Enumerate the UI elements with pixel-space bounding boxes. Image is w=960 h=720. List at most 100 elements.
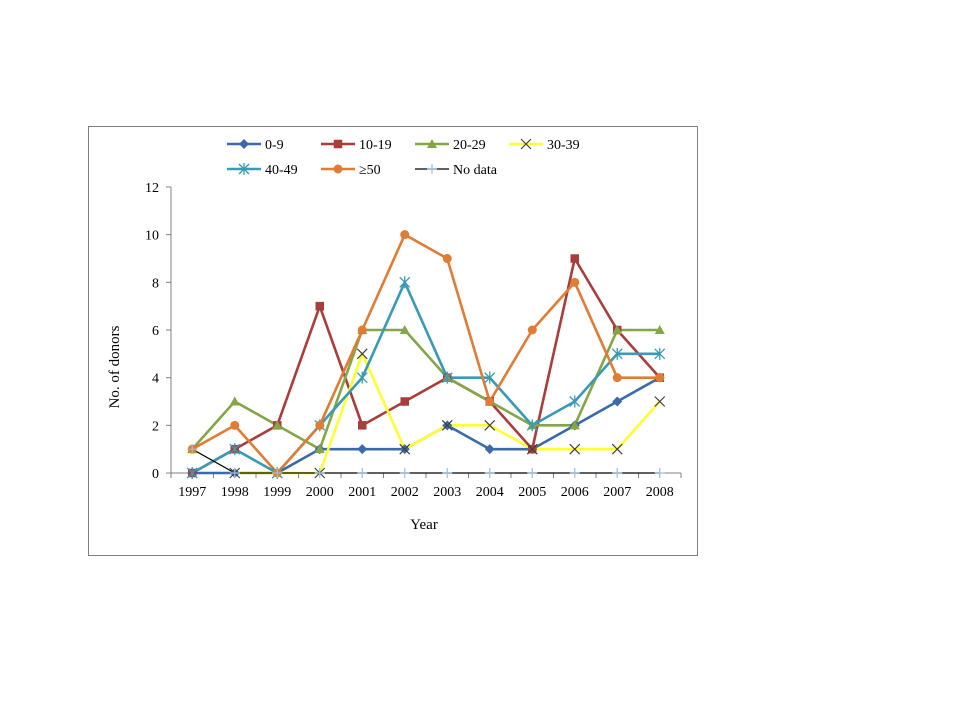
legend: 0-9 10-19 20-29 30-39 40-49 ≥50 No data (227, 138, 580, 178)
series-6-point (229, 468, 240, 478)
legend-marker (239, 139, 249, 149)
legend-label: No data (453, 163, 498, 178)
legend-label: 40-49 (265, 163, 298, 178)
series-4-point (229, 443, 241, 456)
legend-marker (238, 163, 250, 175)
x-tick-label: 2000 (306, 485, 334, 500)
series-2-point (272, 420, 283, 430)
legend-item: 30-39 (509, 138, 580, 153)
series-3-point (484, 419, 496, 431)
x-tick-label: 1999 (263, 485, 291, 500)
series-3-point (654, 396, 666, 407)
series-3-point (569, 443, 581, 455)
y-axis-title: No. of donors (107, 325, 123, 408)
series-1-point (570, 254, 579, 263)
series-0-point (357, 444, 368, 455)
legend-item: 10-19 (321, 138, 392, 153)
legend-item: 20-29 (415, 138, 486, 153)
series-5-point (442, 254, 452, 263)
series-4-point (356, 371, 368, 384)
x-tick-label: 2006 (561, 485, 589, 500)
series-6-point (569, 468, 580, 478)
x-tick-label: 1998 (221, 485, 249, 500)
x-tick-label: 1997 (178, 485, 206, 500)
legend-label: 20-29 (453, 138, 486, 153)
x-tick-label: 2007 (603, 485, 631, 500)
legend-item: No data (415, 163, 498, 178)
y-tick-label: 4 (152, 372, 159, 387)
series-4-line (191, 281, 660, 475)
series-5-point (400, 230, 410, 240)
legend-item: 0-9 (227, 138, 284, 153)
series-3-point (611, 443, 623, 455)
series-4-point (611, 347, 623, 360)
legend-marker (427, 164, 437, 174)
series-4-point (526, 419, 538, 432)
legend-label: 10-19 (359, 138, 392, 153)
series-0-point (612, 396, 623, 407)
x-tick-label: 2005 (518, 485, 546, 500)
x-axis-title: Year (410, 517, 438, 533)
series-2-point (654, 325, 665, 334)
series-6-point (612, 468, 623, 478)
y-tick-label: 2 (152, 419, 159, 434)
chart-frame: 0-9 10-19 20-29 30-39 40-49 ≥50 No data 0 2 4 6 8 1… (88, 126, 698, 556)
series-6-point (357, 468, 368, 478)
line-chart: 0-9 10-19 20-29 30-39 40-49 ≥50 No data 0 2 4 6 8 1… (107, 138, 682, 533)
legend-item: 40-49 (227, 163, 298, 178)
series-4-point (186, 467, 198, 479)
y-tick-label: 0 (152, 467, 159, 482)
legend-marker (427, 139, 437, 148)
series-2-point (399, 325, 410, 334)
x-axis: 1997 1998 1999 2000 2001 2002 2003 2004 2005 2006… (170, 472, 682, 500)
y-tick-label: 8 (152, 276, 159, 291)
series-4-point (399, 276, 411, 289)
series-1-point (400, 397, 409, 406)
x-tick-label: 2002 (391, 485, 419, 500)
x-tick-label: 2008 (646, 485, 674, 500)
series-6-point (272, 468, 283, 478)
x-tick-label: 2004 (476, 485, 504, 500)
series-5-point (230, 420, 240, 430)
series-5-point (485, 397, 495, 406)
y-axis: 0 2 4 6 8 10 12 (145, 181, 172, 482)
series-markers (186, 230, 666, 479)
series-5-point (570, 277, 580, 287)
legend-marker (520, 138, 532, 150)
series-5-line (191, 233, 660, 475)
series-6-point (399, 468, 410, 478)
series-1-point (315, 301, 324, 311)
y-tick-label: 6 (152, 324, 159, 339)
series-1-point (358, 421, 367, 430)
legend-item: ≥50 (321, 163, 381, 178)
series-6-point (187, 444, 198, 455)
legend-marker (333, 164, 343, 174)
x-tick-label: 2001 (348, 485, 376, 500)
series-6-point (442, 468, 453, 478)
series-4-point (654, 347, 666, 360)
series-3-point (399, 443, 411, 455)
series-1-line (191, 257, 661, 475)
series-6-point (314, 468, 325, 478)
series-3-point (441, 419, 453, 431)
series-6-point (484, 468, 495, 478)
series-2-point (612, 325, 623, 334)
legend-label: 30-39 (547, 138, 580, 153)
series-4-point (484, 371, 496, 384)
series-4-point (441, 371, 453, 384)
legend-label: ≥50 (359, 163, 381, 178)
series-6-point (654, 468, 665, 478)
series-0-point (484, 444, 495, 455)
series-5-point (527, 325, 537, 335)
series-lines (191, 233, 661, 475)
series-5-point (612, 373, 622, 383)
x-tick-label: 2003 (433, 485, 461, 500)
series-2-line (191, 328, 660, 451)
series-3-point (356, 348, 368, 360)
y-tick-label: 12 (145, 181, 159, 196)
series-6-line (191, 448, 660, 474)
series-5-point (315, 420, 325, 430)
series-4-point (569, 395, 581, 408)
y-tick-label: 10 (145, 229, 159, 244)
legend-label: 0-9 (265, 138, 284, 153)
